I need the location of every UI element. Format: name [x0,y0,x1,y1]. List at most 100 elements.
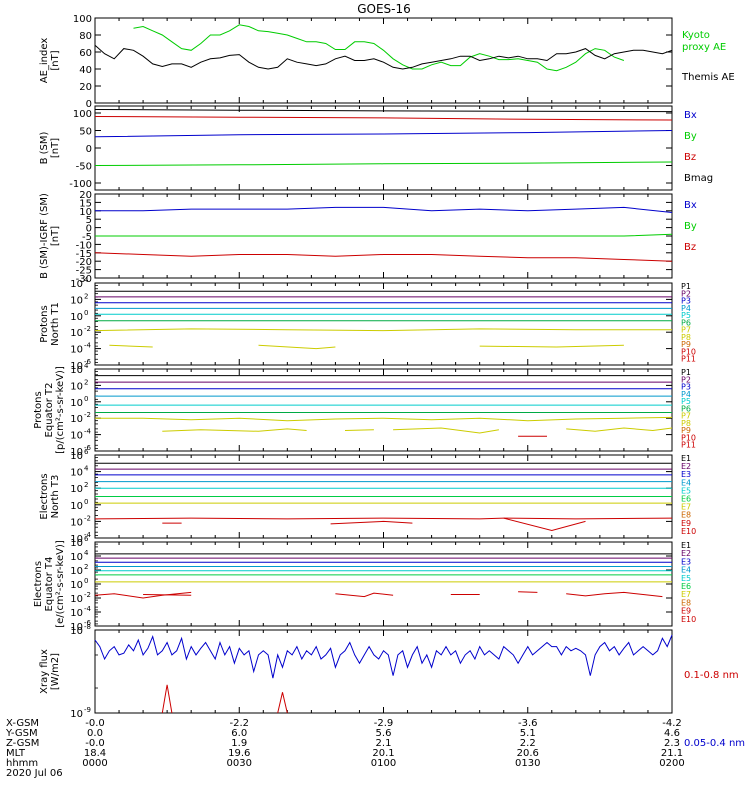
series-line-2 [161,684,173,714]
y-tick-label: 10 [70,361,83,372]
legend-entry: P10 [681,347,696,356]
y-tick-label: 10 [70,451,83,462]
y-tick-label-exponent: -2 [84,591,91,599]
legend-entry: E7 [681,590,691,599]
series-line-11 [503,517,586,532]
y-tick-label: 40 [79,65,92,76]
y-tick-label-exponent: -9 [84,706,91,714]
series-line-2 [94,44,673,70]
y-tick-label: 10 [70,622,83,633]
x-row-value: -0.0 [85,718,105,729]
y-tick-label: 10 [70,345,83,356]
y-axis-label: Electrons [33,561,44,607]
x-row-label: MLT [6,748,26,759]
legend-entry: Bx [684,110,697,121]
x-row-value: 18.4 [84,748,106,759]
legend-entry: P10 [681,433,696,442]
x-row-value: 0030 [227,758,252,769]
y-tick-label: 60 [79,48,92,59]
legend-entry: 0.05-0.4 nm [684,738,745,749]
y-tick-label: -10 [76,240,92,251]
y-tick-label-exponent: 4 [84,362,89,370]
y-tick-label-exponent: 0 [84,309,88,317]
x-axis-labels: X-GSM -0.0 -2.2 -2.9 -3.6 -4.2 Y-GSM 0.0 6.0 5.6 5… [5,718,685,779]
series-line-8 [109,344,153,348]
legend-entry: Bz [684,152,696,163]
legend-entry: By [684,221,697,232]
y-tick-label-exponent: 0 [84,577,88,585]
legend-entry: P4 [681,304,691,313]
y-axis-label: [W/m2] [50,653,61,690]
y-tick-label: 50 [79,127,92,138]
legend-entry: Bz [684,242,696,253]
series-line-1 [94,634,673,679]
series-line-7 [95,416,673,422]
legend-entry: P3 [681,297,691,306]
legend-entry: E4 [681,478,691,487]
legend-entry: E7 [681,503,691,512]
series-line-2 [95,233,673,237]
y-tick-label-exponent: 4 [84,276,89,284]
x-row-value: 0.0 [87,728,103,739]
y-axis-label: Protons [33,391,44,428]
legend-entry: E10 [681,615,696,624]
y-tick-label: 10 [70,626,83,637]
legend-entry: E10 [681,527,696,536]
x-row-value: 0100 [371,758,396,769]
legend-entry: proxy AE [682,42,726,53]
y-tick-label: 20 [79,190,92,201]
y-tick-label: 100 [73,109,92,120]
y-tick-label-exponent: -6 [84,444,92,452]
y-tick-label: 10 [70,447,83,458]
legend-entry: P9 [681,426,691,435]
y-axis-label: [p/(cm²-s-sr-keV)] [55,366,66,454]
y-tick-label-exponent: -4 [84,428,92,436]
y-tick-label: 80 [79,31,92,42]
y-tick-label: -25 [76,266,92,277]
series-line-9 [344,429,374,431]
series-line-8 [162,428,307,432]
y-tick-label: -30 [76,274,92,285]
y-tick-label: 10 [70,468,83,479]
legend-entry: E5 [681,486,691,495]
legend-entry: P4 [681,390,691,399]
legend-entry: E5 [681,574,691,583]
y-tick-label-exponent: 2 [84,481,88,489]
x-row-value: 0200 [659,758,684,769]
panel-frame [94,629,673,714]
series-line-3 [94,130,673,138]
panel-frame [94,368,673,452]
y-tick-label: 10 [70,431,83,442]
y-tick-label-exponent: 2 [84,378,88,386]
panel-frame [94,282,673,366]
y-tick-label: 10 [70,709,83,720]
y-tick-label: 10 [70,517,83,528]
series-line-12 [518,591,538,593]
y-tick-label-exponent: 4 [84,549,89,557]
legend-entry: E3 [681,557,691,566]
x-row-value: 20.6 [517,748,539,759]
y-tick-label-exponent: -2 [84,325,91,333]
x-row-value: 0000 [82,758,107,769]
x-row-value: 5.6 [376,728,392,739]
y-tick-label-exponent: -6 [84,619,92,627]
y-tick-label: 0 [86,144,92,155]
legend-entry: Bx [684,200,697,211]
y-axis-label: Equator T4 [44,557,55,612]
legend-entry: E2 [681,462,691,471]
legend-entry: Themis AE [681,72,735,83]
series-line-8 [94,591,192,599]
series-line-10 [393,427,499,434]
legend-entry: P8 [681,333,691,342]
y-axis-label: North T1 [50,302,61,346]
y-axis-label: [nT] [50,50,61,70]
y-tick-label: 0 [86,99,92,110]
legend-entry: E9 [681,607,691,616]
legend-entry: P7 [681,326,691,335]
y-axis-label: Protons [39,305,50,342]
